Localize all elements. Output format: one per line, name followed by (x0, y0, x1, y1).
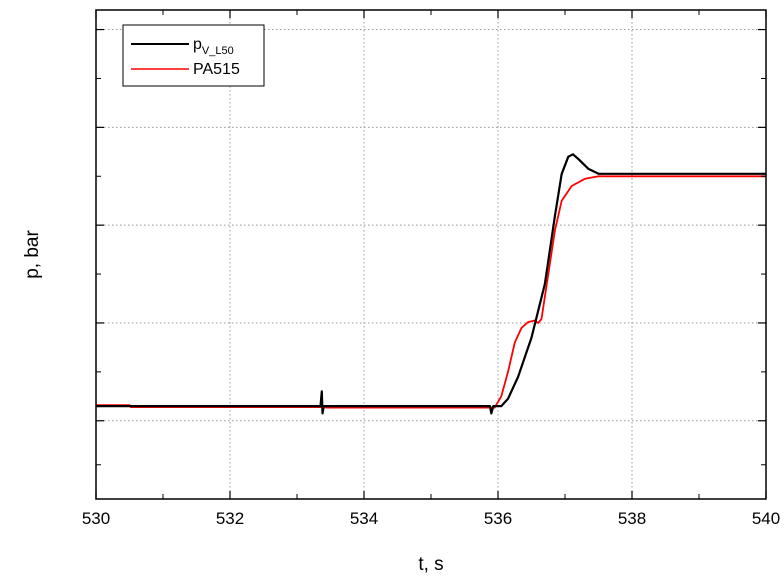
series-group (96, 153, 766, 415)
x-tick-label: 540 (752, 509, 780, 528)
x-tick-label: 530 (82, 509, 110, 528)
legend-entry-p-main: p (193, 36, 202, 53)
legend-box (122, 24, 265, 87)
x-tick-label: 536 (484, 509, 512, 528)
series-line-p (96, 153, 766, 415)
x-tick-label: 534 (350, 509, 378, 528)
axis-ticks (95, 10, 767, 499)
x-axis-label: t, s (418, 554, 443, 575)
x-tick-label: 532 (216, 509, 244, 528)
series-line-pa515 (96, 175, 766, 409)
legend-entry-p-subscript: V_L50 (202, 45, 234, 57)
legend-entry-p: pV_L50 (193, 36, 234, 57)
grid (96, 10, 766, 499)
legend-entry-pa515: PA515 (193, 61, 240, 78)
x-tick-labels: 530 532 534 536 538 540 (82, 509, 780, 528)
y-axis-label: p, bar (22, 230, 43, 279)
x-tick-label: 538 (618, 509, 646, 528)
legend: pV_L50 PA515 (122, 24, 265, 87)
